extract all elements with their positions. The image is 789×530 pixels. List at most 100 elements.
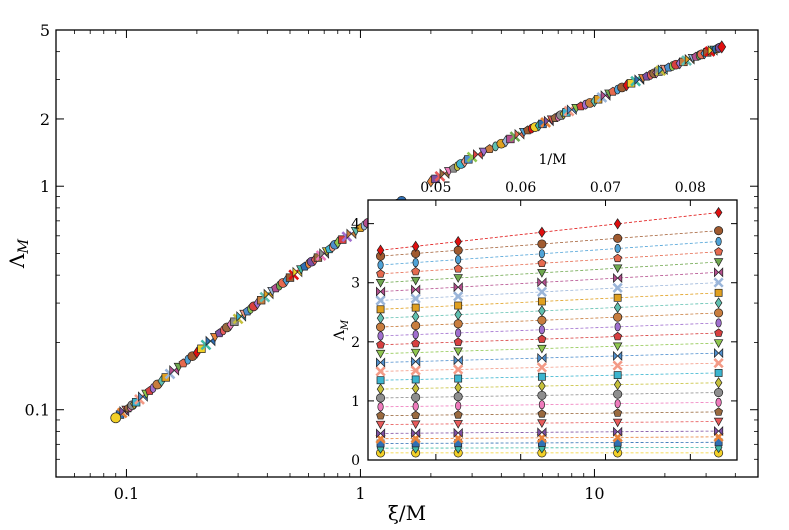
inset-data-point (453, 319, 463, 329)
inset-fit-line (380, 251, 719, 275)
inset-data-point (410, 276, 421, 286)
inset-data-point (453, 282, 463, 293)
inset-data-point (410, 293, 421, 304)
inset-data-point (613, 218, 622, 230)
main-y-tick-label: 5 (40, 21, 50, 40)
inset-fit-line (380, 271, 719, 292)
inset-data-point (375, 420, 386, 430)
main-x-axis-label: ξ/M (388, 501, 426, 525)
inset-fit-line (380, 241, 719, 266)
inset-fit-line (380, 411, 719, 417)
inset-data-point (376, 340, 385, 349)
inset-data-point (612, 418, 623, 428)
inset-data-point (537, 334, 547, 343)
inset-y-axis-label-sub: M (340, 319, 351, 331)
main-x-tick-label: 10 (584, 484, 604, 503)
inset-data-point (412, 401, 419, 411)
inset-data-point (613, 389, 623, 399)
inset-data-point (714, 288, 723, 297)
inset-data-point (411, 428, 421, 439)
main-y-tick-label: 1 (40, 177, 50, 196)
main-y-tick-label: 0.1 (25, 401, 50, 420)
main-y-axis-label-base: Λ (5, 253, 29, 269)
inset-data-point (453, 392, 463, 402)
inset-data-point (714, 377, 723, 389)
inset-fit-line (380, 261, 719, 284)
inset-data-point (537, 344, 547, 354)
inset-data-point (411, 284, 421, 295)
inset-data-point (376, 269, 385, 278)
inset-data-point (612, 264, 623, 274)
inset-fit-line (380, 421, 719, 425)
inset-data-point (376, 305, 385, 314)
inset-data-point (614, 399, 621, 409)
inset-data-point (713, 339, 724, 348)
inset-data-point (410, 365, 421, 376)
inset-y-tick-label: 3 (351, 276, 360, 292)
inset-data-point (376, 286, 386, 297)
inset-data-point (537, 372, 546, 381)
inset-data-point (613, 331, 623, 341)
inset-data-point (714, 308, 724, 318)
inset-data-point (613, 408, 623, 417)
inset-data-point (713, 258, 724, 267)
inset-data-point (614, 243, 621, 254)
inset-data-point (411, 375, 420, 384)
inset-data-point (411, 356, 421, 367)
inset-fit-line (380, 447, 719, 449)
inset-plot-frame (367, 199, 738, 461)
inset-fit-line (380, 212, 719, 251)
inset-data-point (537, 269, 547, 278)
inset-data-point (453, 274, 463, 283)
inset-data-point (536, 286, 548, 298)
inset-data-point (714, 369, 723, 377)
inset-data-point (715, 236, 722, 247)
inset-x-axis-label: 1/M (539, 152, 567, 168)
inset-data-point (376, 411, 385, 420)
inset-data-point (411, 240, 420, 252)
inset-data-point (454, 235, 462, 248)
inset-data-point (537, 258, 547, 268)
inset-data-point (411, 410, 421, 420)
inset-data-point (454, 308, 462, 321)
inset-data-point (453, 427, 463, 438)
inset-data-point (453, 347, 463, 357)
inset-data-point (714, 297, 723, 309)
inset-data-point (715, 397, 722, 407)
inset-data-point (377, 260, 384, 270)
inset-data-point (537, 239, 547, 249)
inset-data-point (453, 410, 463, 419)
inset-data-point (411, 392, 421, 402)
inset-data-point (537, 390, 547, 400)
inset-data-point (613, 312, 623, 322)
inset-data-point (411, 338, 421, 348)
main-data-point (110, 412, 122, 424)
inset-x-tick-label: 0.07 (590, 180, 621, 196)
inset-data-point (714, 348, 724, 359)
inset-y-tick-label: 1 (351, 394, 360, 410)
inset-data-point (613, 301, 622, 314)
main-x-tick-label: 1 (355, 484, 365, 503)
inset-y-axis-label: ΛM (332, 319, 351, 341)
inset-data-point (411, 321, 421, 331)
inset-data-point (376, 312, 385, 324)
inset-series (375, 206, 724, 458)
inset-fit-line (380, 322, 719, 337)
main-y-axis-label-sub: M (16, 238, 32, 255)
inset-data-point (454, 374, 463, 383)
inset-fit-line (380, 401, 719, 408)
inset-data-point (538, 305, 546, 317)
inset-data-point (453, 364, 464, 375)
inset-data-point (714, 247, 723, 256)
inset-data-point (453, 264, 463, 273)
inset-data-point (376, 428, 386, 439)
inset-data-point (375, 295, 386, 306)
inset-data-point (411, 266, 421, 276)
inset-data-point (376, 322, 386, 332)
inset-y-axis-label-base: Λ (332, 329, 348, 341)
inset-data-point (537, 315, 547, 325)
inset-fit-line (380, 332, 719, 346)
inset-data-point (713, 277, 724, 288)
inset-data-point (713, 358, 724, 369)
